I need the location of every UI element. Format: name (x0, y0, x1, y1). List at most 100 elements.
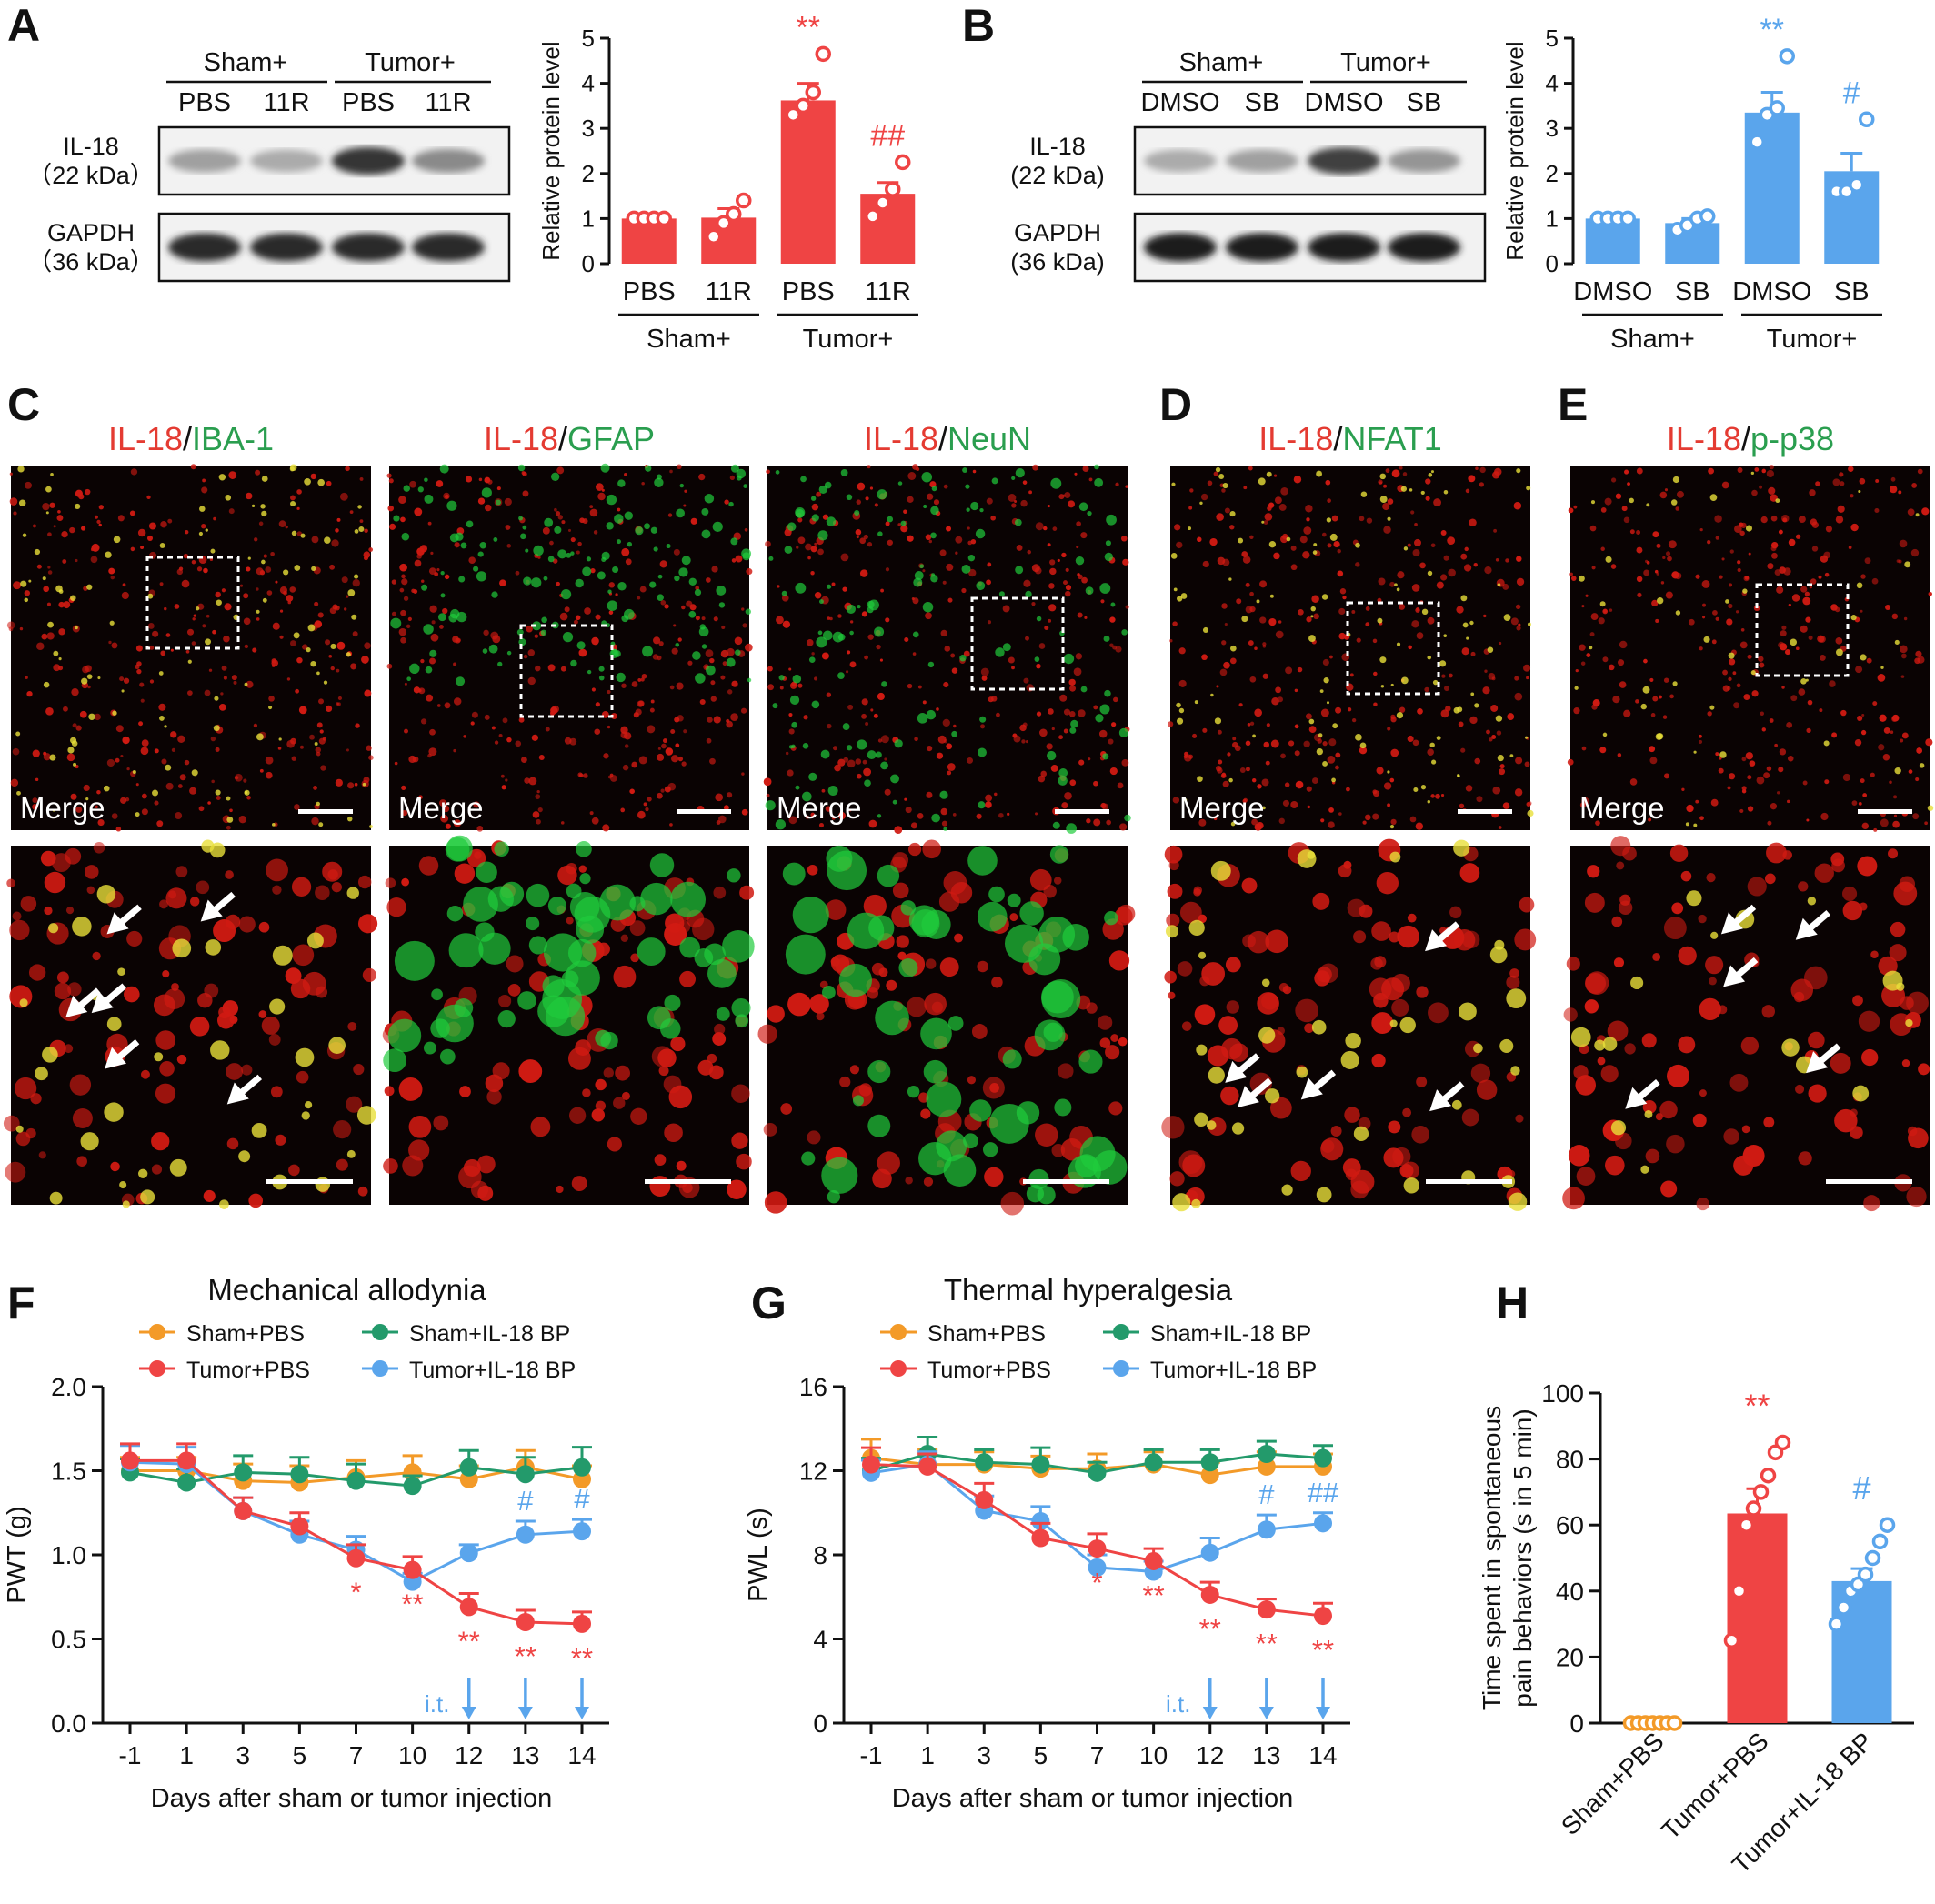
green-signal (913, 577, 923, 587)
red-signal (727, 1179, 747, 1199)
red-signal (938, 891, 960, 912)
red-signal (706, 577, 711, 583)
red-signal (1377, 597, 1382, 603)
red-signal (837, 614, 842, 618)
red-signal (1832, 478, 1840, 486)
green-signal (1078, 1049, 1103, 1074)
data-point (1864, 1549, 1881, 1567)
red-signal (1495, 558, 1499, 562)
red-signal (1409, 816, 1417, 823)
green-signal (617, 479, 626, 487)
green-signal (649, 581, 657, 588)
green-signal (640, 882, 673, 916)
it-arrow-head (1258, 1707, 1274, 1719)
red-signal (1729, 549, 1734, 554)
red-signal (699, 698, 706, 706)
red-signal (56, 515, 64, 522)
green-signal (494, 841, 509, 857)
scale-bar (1023, 1179, 1109, 1184)
red-signal (1097, 1015, 1113, 1030)
coloc-signal (304, 1101, 313, 1109)
coloc-signal (47, 621, 54, 628)
coloc-signal (1594, 1039, 1606, 1051)
data-point (1738, 1517, 1755, 1533)
red-signal (1718, 767, 1724, 774)
red-signal (951, 667, 958, 674)
red-signal (1007, 812, 1010, 816)
red-signal (811, 652, 815, 656)
green-signal (642, 646, 654, 657)
green-signal (930, 532, 937, 539)
red-signal (673, 548, 680, 556)
red-signal (1217, 556, 1226, 566)
red-signal (253, 723, 258, 728)
red-signal (1742, 1145, 1765, 1167)
red-signal (1748, 552, 1751, 556)
data-point (1314, 1448, 1332, 1468)
red-signal (444, 702, 451, 709)
red-signal (409, 480, 416, 488)
red-signal (1641, 1033, 1657, 1048)
red-signal (186, 690, 193, 696)
data-point (516, 1613, 535, 1631)
red-signal (1391, 998, 1409, 1017)
red-signal (1518, 623, 1521, 626)
red-signal (571, 1176, 587, 1192)
red-signal (121, 591, 129, 600)
red-signal (1241, 877, 1258, 894)
red-signal (1767, 820, 1772, 826)
green-signal (887, 516, 894, 523)
red-signal (723, 805, 729, 811)
red-signal (1888, 848, 1899, 859)
red-signal (1758, 656, 1764, 662)
red-signal (43, 751, 47, 756)
red-signal (255, 469, 261, 476)
red-signal (347, 1021, 357, 1031)
arrow-head (1237, 1086, 1259, 1108)
merge-label: Merge (777, 791, 862, 825)
red-signal (609, 775, 617, 782)
red-signal (1599, 747, 1607, 754)
red-signal (1861, 1048, 1879, 1067)
coloc-signal (1527, 809, 1534, 817)
green-signal (406, 676, 411, 681)
red-signal (1784, 649, 1791, 656)
red-signal (20, 896, 37, 912)
red-signal (470, 721, 475, 726)
red-signal (547, 664, 556, 672)
red-signal (729, 475, 735, 480)
arrow-head (91, 991, 114, 1014)
red-signal (233, 680, 237, 685)
red-signal (1179, 901, 1202, 924)
red-signal (535, 794, 541, 799)
red-signal (695, 616, 700, 621)
green-signal (431, 988, 443, 1001)
red-signal (1882, 753, 1890, 761)
red-signal (1329, 655, 1333, 659)
red-signal (1047, 504, 1050, 508)
red-signal (122, 736, 130, 745)
coloc-signal (289, 466, 295, 472)
red-signal (726, 718, 730, 724)
coloc-signal (304, 477, 311, 486)
red-signal (1034, 566, 1042, 575)
red-signal (1088, 757, 1091, 761)
micro-title-green: GFAP (567, 420, 655, 457)
red-signal (1733, 702, 1740, 709)
red-signal (364, 689, 372, 697)
coloc-signal (251, 504, 256, 508)
red-signal (364, 528, 368, 534)
red-signal (1830, 1052, 1851, 1074)
coloc-signal (28, 579, 32, 583)
green-signal (582, 566, 592, 576)
coloc-signal (1506, 988, 1527, 1009)
red-signal (1890, 921, 1906, 937)
green-signal (1015, 566, 1024, 575)
red-signal (1499, 768, 1506, 776)
red-signal (1473, 562, 1478, 567)
blot-band (1308, 147, 1380, 175)
coloc-signal (15, 731, 21, 737)
coloc-signal (1261, 520, 1265, 524)
red-signal (1379, 481, 1383, 485)
red-signal (223, 676, 227, 680)
